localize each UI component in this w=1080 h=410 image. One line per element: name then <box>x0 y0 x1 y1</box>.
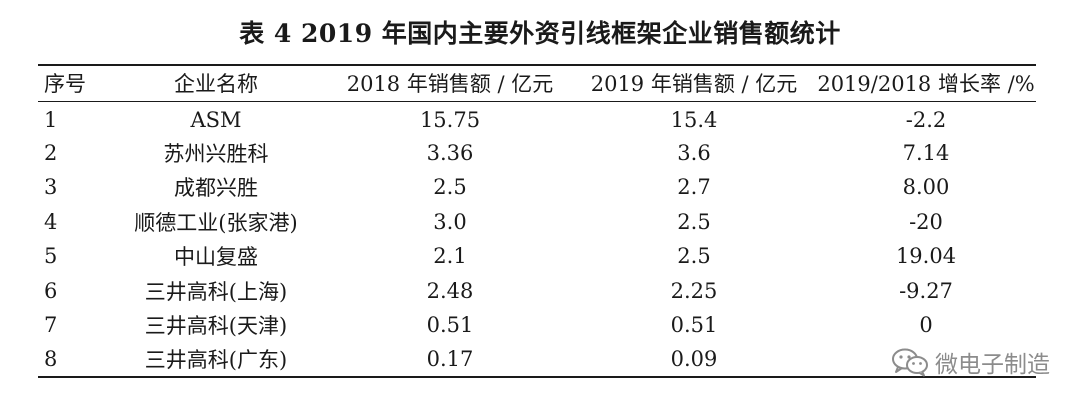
cell-sales-2018: 2.5 <box>433 175 467 200</box>
cell-index: 5 <box>44 244 58 269</box>
cell-index: 1 <box>44 108 58 132</box>
cell-company-name: 中山复盛 <box>174 245 258 270</box>
cell-company-name: 成都兴胜 <box>174 176 258 201</box>
cell-sales-2019: 0.09 <box>572 342 816 378</box>
watermark-text: 微电子制造 <box>935 352 1050 378</box>
table-row: 6 三井高科(上海) 2.48 2.25 -9.27 <box>38 274 1036 309</box>
cell-sales-2018: 0.51 <box>426 313 474 338</box>
table-row: 4 顺德工业(张家港) 3.0 2.5 -20 <box>38 205 1036 240</box>
cell-sales-2019: 0.51 <box>670 313 718 338</box>
header-index: 序号 <box>38 64 104 102</box>
cell-growth-rate: 0 <box>919 313 933 338</box>
cell-sales-2019: 2.5 <box>677 209 711 234</box>
cell-company-name: ASM <box>190 108 242 132</box>
cell-sales-2019: 2.7 <box>677 175 711 200</box>
cell-index: 7 <box>44 313 58 338</box>
cell-sales-2019: 2.25 <box>670 278 718 303</box>
cell-sales-2018: 2.48 <box>426 278 474 303</box>
cell-company-name: 三井高科(天津) <box>144 314 288 339</box>
cell-growth-rate: 19.04 <box>895 244 957 269</box>
table-row: 7 三井高科(天津) 0.51 0.51 0 <box>38 308 1036 343</box>
cell-growth-rate: 7.14 <box>902 140 950 165</box>
cell-growth-rate: -9.27 <box>899 278 953 303</box>
table-header-row: 序号 企业名称 2018 年销售额 / 亿元 2019 年销售额 / 亿元 20… <box>38 64 1036 102</box>
header-sales-2019: 2019 年销售额 / 亿元 <box>572 64 816 102</box>
cell-index: 2 <box>44 140 58 165</box>
cell-sales-2019: 15.4 <box>670 108 718 132</box>
header-sales-2018: 2018 年销售额 / 亿元 <box>328 64 572 102</box>
cell-index: 8 <box>38 342 104 378</box>
cell-growth-rate: -20 <box>909 209 943 234</box>
cell-sales-2018: 3.0 <box>433 209 467 234</box>
cell-growth-rate: 8.00 <box>902 175 950 200</box>
cell-company-name: 苏州兴胜科 <box>163 141 269 166</box>
cell-sales-2019: 2.5 <box>677 244 711 269</box>
watermark: 微电子制造 <box>891 344 1050 380</box>
table-row: 3 成都兴胜 2.5 2.7 8.00 <box>38 170 1036 205</box>
cell-sales-2018: 0.17 <box>328 342 572 378</box>
header-company-name: 企业名称 <box>104 64 328 102</box>
cell-growth-rate: -2.2 <box>905 108 947 132</box>
wechat-icon <box>891 347 929 377</box>
cell-sales-2018: 3.36 <box>426 140 474 165</box>
table-row: 8 三井高科(广东) 0.17 0.09 <box>38 342 1036 378</box>
sales-table-container: 序号 企业名称 2018 年销售额 / 亿元 2019 年销售额 / 亿元 20… <box>38 64 1036 378</box>
cell-company-name: 顺德工业(张家港) <box>134 210 298 235</box>
table-title: 表 4 2019 年国内主要外资引线框架企业销售额统计 <box>239 19 841 48</box>
cell-company-name: 三井高科(广东) <box>104 342 328 378</box>
header-growth-rate: 2019/2018 增长率 /% <box>816 64 1036 102</box>
cell-company-name: 三井高科(上海) <box>144 279 288 304</box>
cell-sales-2018: 2.1 <box>433 244 467 269</box>
table-row: 1 ASM 15.75 15.4 -2.2 <box>38 101 1036 136</box>
table-row: 5 中山复盛 2.1 2.5 19.04 <box>38 239 1036 274</box>
cell-index: 3 <box>44 175 58 200</box>
sales-table: 序号 企业名称 2018 年销售额 / 亿元 2019 年销售额 / 亿元 20… <box>38 64 1036 378</box>
cell-sales-2018: 15.75 <box>419 108 481 132</box>
cell-sales-2019: 3.6 <box>677 140 711 165</box>
cell-index: 4 <box>44 209 58 234</box>
table-row: 2 苏州兴胜科 3.36 3.6 7.14 <box>38 136 1036 171</box>
cell-index: 6 <box>44 278 58 303</box>
